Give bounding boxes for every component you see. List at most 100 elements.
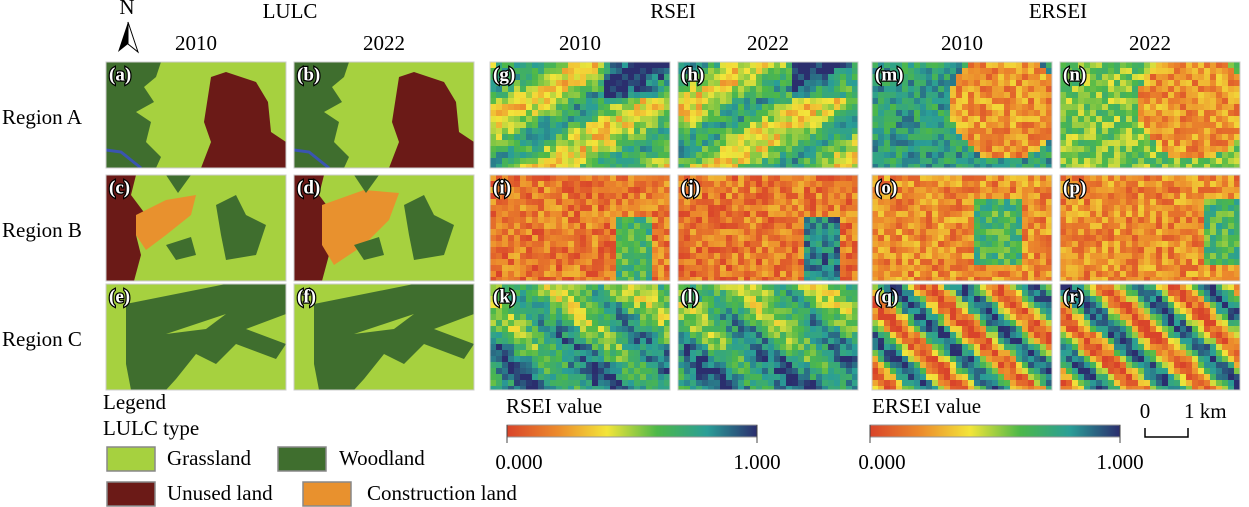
index-pixel: [956, 152, 963, 159]
index-pixel: [1174, 116, 1181, 123]
index-pixel: [1078, 104, 1085, 111]
index-pixel: [732, 74, 739, 81]
index-pixel: [658, 241, 665, 248]
index-pixel: [490, 380, 497, 387]
index-pixel: [640, 302, 647, 309]
index-pixel: [956, 253, 963, 260]
index-pixel: [792, 205, 799, 212]
index-pixel: [1096, 217, 1103, 224]
index-pixel: [1084, 247, 1091, 254]
index-pixel: [1120, 152, 1127, 159]
index-pixel: [744, 265, 751, 272]
index-pixel: [714, 74, 721, 81]
index-pixel: [1222, 80, 1229, 87]
index-pixel: [810, 86, 817, 93]
index-pixel: [652, 116, 659, 123]
index-pixel: [762, 175, 769, 182]
index-pixel: [1060, 211, 1067, 218]
index-pixel: [786, 253, 793, 260]
index-pixel: [1204, 271, 1211, 278]
index-pixel: [604, 338, 611, 345]
index-pixel: [1010, 259, 1017, 266]
index-pixel: [872, 193, 879, 200]
index-pixel: [884, 211, 891, 218]
index-pixel: [1120, 122, 1127, 129]
index-pixel: [568, 362, 575, 369]
index-pixel: [1210, 80, 1217, 87]
index-pixel: [708, 277, 715, 281]
index-pixel: [684, 187, 691, 194]
index-pixel: [980, 235, 987, 242]
index-pixel: [1162, 116, 1169, 123]
index-pixel: [768, 86, 775, 93]
index-pixel: [520, 362, 527, 369]
index-pixel: [852, 277, 858, 281]
index-pixel: [1060, 128, 1067, 135]
index-pixel: [490, 193, 497, 200]
index-pixel: [1102, 134, 1109, 141]
index-pixel: [1216, 175, 1223, 182]
index-pixel: [1066, 92, 1073, 99]
index-pixel: [690, 199, 697, 206]
index-pixel: [1090, 229, 1097, 236]
index-pixel: [520, 175, 527, 182]
index-pixel: [1174, 62, 1181, 69]
index-pixel: [1210, 247, 1217, 254]
index-pixel: [762, 98, 769, 105]
index-pixel: [496, 223, 503, 230]
index-pixel: [1222, 223, 1229, 230]
index-pixel: [1046, 271, 1052, 278]
index-pixel: [1016, 229, 1023, 236]
index-pixel: [664, 74, 670, 81]
index-pixel: [550, 241, 557, 248]
index-pixel: [604, 122, 611, 129]
index-pixel: [628, 247, 635, 254]
index-pixel: [562, 122, 569, 129]
index-pixel: [520, 356, 527, 363]
index-pixel: [616, 104, 623, 111]
index-pixel: [678, 259, 685, 266]
index-pixel: [514, 128, 521, 135]
index-pixel: [1216, 158, 1223, 165]
index-pixel: [664, 314, 670, 321]
index-pixel: [896, 241, 903, 248]
index-pixel: [664, 326, 670, 333]
index-pixel: [604, 205, 611, 212]
index-pixel: [1004, 146, 1011, 153]
index-pixel: [932, 140, 939, 147]
index-pixel: [634, 253, 641, 260]
index-pixel: [956, 92, 963, 99]
index-pixel: [508, 314, 515, 321]
index-pixel: [834, 146, 841, 153]
index-pixel: [568, 110, 575, 117]
index-pixel: [652, 122, 659, 129]
index-pixel: [1174, 128, 1181, 135]
index-pixel: [914, 235, 921, 242]
index-pixel: [568, 140, 575, 147]
index-pixel: [1114, 74, 1121, 81]
index-pixel: [1004, 122, 1011, 129]
index-pixel: [550, 259, 557, 266]
index-pixel: [828, 217, 835, 224]
index-pixel: [908, 193, 915, 200]
index-pixel: [840, 223, 847, 230]
index-pixel: [1004, 98, 1011, 105]
index-pixel: [786, 199, 793, 206]
index-pixel: [678, 253, 685, 260]
index-pixel: [908, 164, 915, 168]
index-pixel: [768, 259, 775, 266]
index-pixel: [1040, 116, 1047, 123]
index-pixel: [1090, 158, 1097, 165]
index-pixel: [690, 62, 697, 69]
index-pixel: [872, 164, 879, 168]
index-pixel: [1114, 164, 1121, 168]
index-pixel: [574, 80, 581, 87]
index-pixel: [1150, 122, 1157, 129]
index-pixel: [1096, 199, 1103, 206]
index-pixel: [622, 158, 629, 165]
index-pixel: [1132, 229, 1139, 236]
index-pixel: [804, 199, 811, 206]
index-pixel: [726, 253, 733, 260]
index-pixel: [1022, 229, 1029, 236]
index-pixel: [756, 247, 763, 254]
